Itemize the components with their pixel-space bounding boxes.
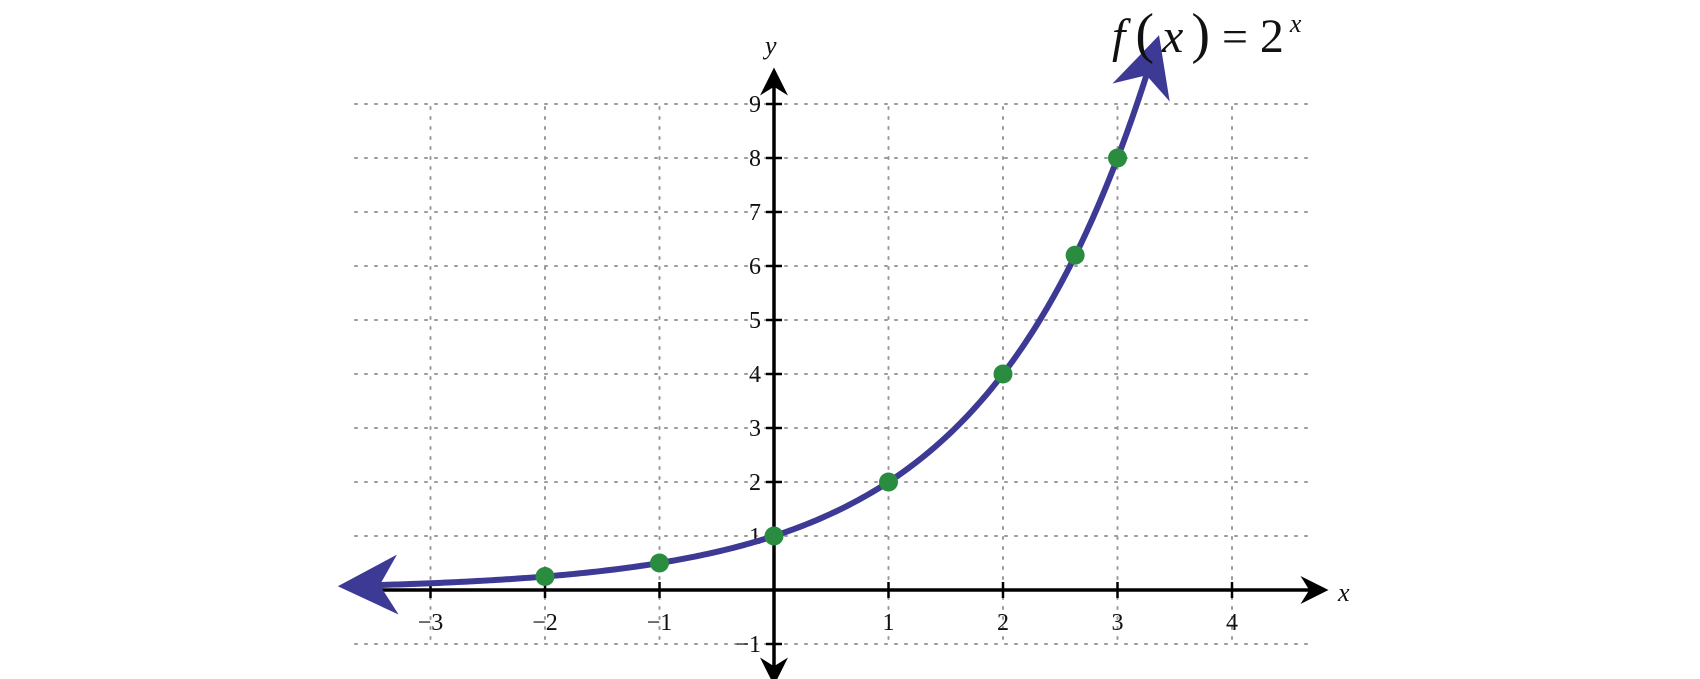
y-tick-label: −1 [735,632,761,658]
x-tick-label: 3 [1112,610,1124,636]
x-tick-label: 1 [883,610,895,636]
x-tick-label: −3 [418,610,444,636]
open-paren: ( [1135,3,1154,65]
y-tick-label: 8 [749,146,761,172]
y-tick-label: 9 [749,92,761,118]
y-tick-label: 4 [749,362,761,388]
x-tick-label: 2 [997,610,1009,636]
axes [352,67,1329,679]
data-point [879,472,898,492]
y-tick-label: 7 [749,200,761,226]
y-tick-label: 5 [749,308,761,334]
close-paren: ) [1191,3,1210,65]
labels: x y f ( x ) = 2 x [762,3,1350,607]
function-curve [337,35,1170,615]
function-name: f [1112,10,1131,63]
data-point [1065,245,1085,265]
data-point [535,567,555,586]
x-tick-label: −2 [532,610,558,636]
function-variable: x [1161,10,1183,63]
exponent-base: 2 [1260,10,1284,63]
exponent: x [1289,9,1302,38]
x-tick-label: −1 [647,610,673,636]
y-tick-label: 2 [749,470,761,496]
y-axis-label: y [762,31,777,60]
data-point [1108,148,1127,168]
x-axis-label: x [1337,578,1350,607]
equals-sign: = [1222,11,1248,62]
data-points [535,148,1127,586]
grid [354,103,1311,646]
x-tick-label: 4 [1226,610,1238,636]
data-point [993,364,1013,384]
y-tick-label: 3 [749,416,761,442]
data-point [650,553,669,573]
data-point [764,526,784,546]
y-tick-label: 6 [749,254,761,280]
curve-layer [337,35,1170,615]
function-label: f ( x ) = 2 x [1112,3,1302,65]
